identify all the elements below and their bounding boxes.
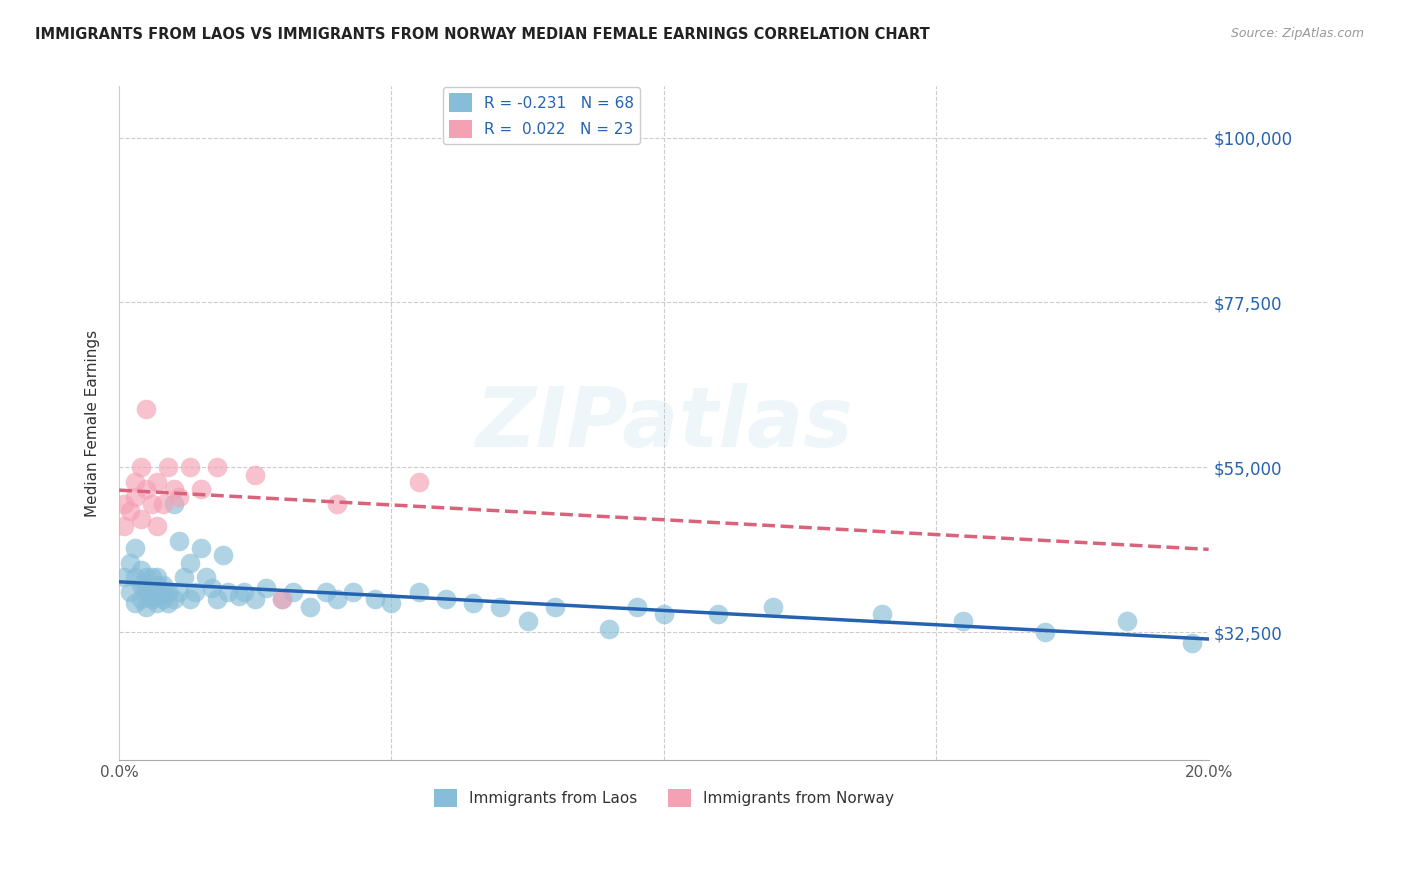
Point xyxy=(233,585,256,599)
Point xyxy=(135,585,157,599)
Point xyxy=(118,504,141,518)
Point xyxy=(118,556,141,570)
Point xyxy=(179,556,201,570)
Point xyxy=(124,490,146,504)
Text: Source: ZipAtlas.com: Source: ZipAtlas.com xyxy=(1230,27,1364,40)
Point xyxy=(135,483,157,497)
Point xyxy=(245,467,267,482)
Point xyxy=(598,622,620,636)
Point xyxy=(146,519,169,533)
Point xyxy=(129,577,152,591)
Point xyxy=(129,592,152,607)
Point xyxy=(141,585,163,599)
Point xyxy=(516,614,538,628)
Y-axis label: Median Female Earnings: Median Female Earnings xyxy=(86,330,100,517)
Point xyxy=(141,497,163,511)
Point xyxy=(167,490,190,504)
Point xyxy=(152,585,174,599)
Point xyxy=(135,570,157,584)
Point xyxy=(146,475,169,489)
Point xyxy=(408,475,430,489)
Point xyxy=(124,475,146,489)
Point xyxy=(162,592,184,607)
Point xyxy=(1115,614,1137,628)
Point xyxy=(952,614,974,628)
Point xyxy=(146,577,169,591)
Point xyxy=(298,599,321,614)
Point xyxy=(1181,636,1204,650)
Point xyxy=(283,585,305,599)
Point xyxy=(152,592,174,607)
Point xyxy=(157,460,180,475)
Point xyxy=(254,581,277,595)
Point xyxy=(124,541,146,555)
Point xyxy=(152,497,174,511)
Point xyxy=(434,592,457,607)
Point xyxy=(195,570,218,584)
Point xyxy=(271,592,294,607)
Text: IMMIGRANTS FROM LAOS VS IMMIGRANTS FROM NORWAY MEDIAN FEMALE EARNINGS CORRELATIO: IMMIGRANTS FROM LAOS VS IMMIGRANTS FROM … xyxy=(35,27,929,42)
Point xyxy=(162,497,184,511)
Point xyxy=(141,570,163,584)
Point xyxy=(129,460,152,475)
Point xyxy=(135,599,157,614)
Point xyxy=(364,592,387,607)
Point xyxy=(152,577,174,591)
Point xyxy=(118,585,141,599)
Point xyxy=(179,592,201,607)
Point xyxy=(315,585,337,599)
Point xyxy=(228,589,250,603)
Point xyxy=(162,483,184,497)
Point xyxy=(271,592,294,607)
Point xyxy=(141,592,163,607)
Point xyxy=(157,585,180,599)
Point xyxy=(1033,625,1056,640)
Point xyxy=(146,570,169,584)
Point xyxy=(205,460,228,475)
Point xyxy=(146,596,169,610)
Point xyxy=(652,607,675,621)
Point xyxy=(135,401,157,416)
Point xyxy=(173,570,195,584)
Legend: Immigrants from Laos, Immigrants from Norway: Immigrants from Laos, Immigrants from No… xyxy=(427,782,900,814)
Point xyxy=(129,563,152,577)
Point xyxy=(124,596,146,610)
Point xyxy=(489,599,512,614)
Point xyxy=(190,483,212,497)
Point xyxy=(326,497,349,511)
Point xyxy=(124,570,146,584)
Point xyxy=(544,599,567,614)
Text: ZIPatlas: ZIPatlas xyxy=(475,383,853,464)
Point xyxy=(167,533,190,548)
Point xyxy=(201,581,224,595)
Point xyxy=(205,592,228,607)
Point xyxy=(217,585,239,599)
Point xyxy=(141,589,163,603)
Point xyxy=(129,511,152,525)
Point xyxy=(211,548,233,562)
Point xyxy=(870,607,893,621)
Point xyxy=(626,599,648,614)
Point xyxy=(326,592,349,607)
Point xyxy=(167,585,190,599)
Point xyxy=(762,599,785,614)
Point xyxy=(135,581,157,595)
Point xyxy=(146,589,169,603)
Point xyxy=(179,460,201,475)
Point xyxy=(463,596,485,610)
Point xyxy=(157,596,180,610)
Point xyxy=(114,497,136,511)
Point xyxy=(380,596,402,610)
Point xyxy=(408,585,430,599)
Point xyxy=(184,585,207,599)
Point xyxy=(707,607,730,621)
Point xyxy=(342,585,364,599)
Point xyxy=(114,519,136,533)
Point xyxy=(114,570,136,584)
Point xyxy=(245,592,267,607)
Point xyxy=(190,541,212,555)
